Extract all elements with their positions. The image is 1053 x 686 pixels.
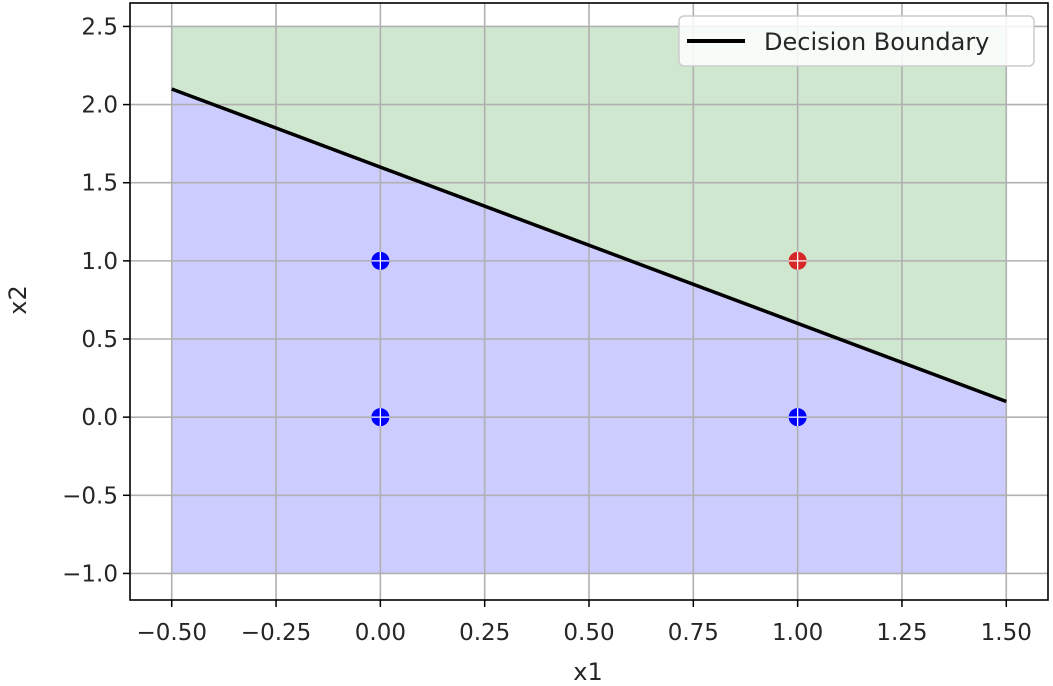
y-tick-label: 2.5 (81, 14, 118, 40)
y-tick-label: 1.5 (81, 171, 118, 197)
x-tick-label: −0.25 (241, 620, 311, 646)
x-tick-label: 0.75 (668, 620, 719, 646)
x-axis-ticks: −0.50 −0.25 0.00 0.25 0.50 0.75 1.00 1.25 1.50 (136, 600, 1032, 646)
y-tick-label: 0.0 (81, 405, 118, 431)
y-axis-label: x2 (4, 285, 32, 314)
decision-boundary-line (171, 87, 1007, 404)
y-tick-label: −0.5 (62, 483, 118, 509)
legend-frame (678, 15, 1035, 67)
x-tick-label: 1.00 (772, 620, 823, 646)
y-axis-ticks: −1.0 −0.5 0.0 0.5 1.0 1.5 2.0 2.5 (62, 14, 130, 587)
x-tick-label: 1.50 (981, 620, 1032, 646)
x-tick-label: 0.50 (563, 620, 614, 646)
legend-label: Decision Boundary (764, 28, 989, 56)
x-axis-label: x1 (573, 658, 602, 686)
y-tick-label: −1.0 (62, 561, 118, 587)
y-tick-label: 2.0 (81, 93, 118, 119)
x-tick-label: 0.00 (355, 620, 406, 646)
y-tick-label: 1.0 (81, 249, 118, 275)
plot-area (129, 2, 1049, 601)
x-tick-label: 0.25 (459, 620, 510, 646)
x-tick-label: 1.25 (876, 620, 927, 646)
x-tick-label: −0.50 (136, 620, 206, 646)
y-tick-label: 0.5 (81, 327, 118, 353)
legend: Decision Boundary (678, 15, 1035, 67)
